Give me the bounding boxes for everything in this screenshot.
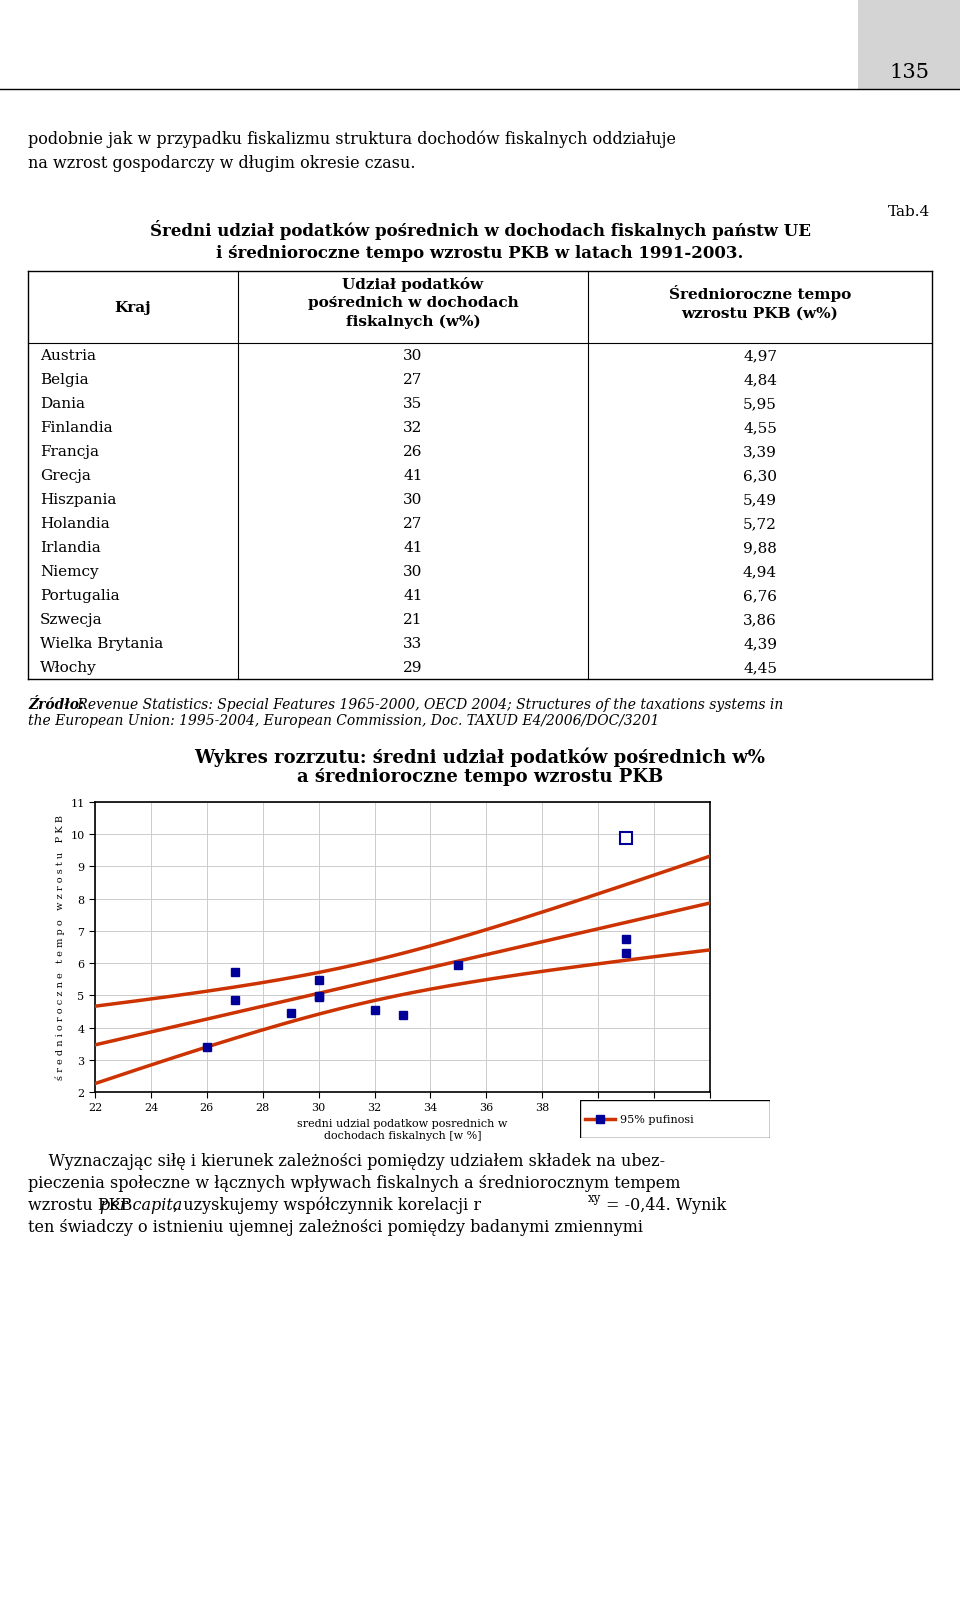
Text: 3,39: 3,39 bbox=[743, 445, 777, 458]
Text: Szwecja: Szwecja bbox=[40, 613, 103, 626]
Text: Wykres rozrzutu: średni udział podatków pośrednich w%: Wykres rozrzutu: średni udział podatków … bbox=[195, 747, 765, 767]
Text: 5,49: 5,49 bbox=[743, 492, 777, 507]
Text: Udział podatków
pośrednich w dochodach
fiskalnych (w%): Udział podatków pośrednich w dochodach f… bbox=[307, 276, 518, 329]
Text: 30: 30 bbox=[403, 565, 422, 579]
Text: 95% pufinosi: 95% pufinosi bbox=[620, 1114, 694, 1125]
Text: a średnioroczne tempo wzrostu PKB: a średnioroczne tempo wzrostu PKB bbox=[297, 768, 663, 786]
Text: 29: 29 bbox=[403, 660, 422, 675]
Text: podobnie jak w przypadku fiskalizmu struktura dochodów fiskalnych oddziałuje: podobnie jak w przypadku fiskalizmu stru… bbox=[28, 129, 676, 147]
Text: 27: 27 bbox=[403, 373, 422, 387]
Text: 27: 27 bbox=[403, 516, 422, 531]
Text: 6,76: 6,76 bbox=[743, 589, 777, 602]
Y-axis label: ś r e d n i o r o c z n e   t e m p o   w z r o s t u   P K B: ś r e d n i o r o c z n e t e m p o w z … bbox=[55, 815, 64, 1080]
Text: 32: 32 bbox=[403, 421, 422, 434]
Text: pieczenia społeczne w łącznych wpływach fiskalnych a średniorocznym tempem: pieczenia społeczne w łącznych wpływach … bbox=[28, 1175, 681, 1191]
Text: 21: 21 bbox=[403, 613, 422, 626]
Text: Włochy: Włochy bbox=[40, 660, 97, 675]
Text: per capita: per capita bbox=[100, 1196, 182, 1214]
Text: wzrostu PKB: wzrostu PKB bbox=[28, 1196, 137, 1214]
Text: na wzrost gospodarczy w długim okresie czasu.: na wzrost gospodarczy w długim okresie c… bbox=[28, 155, 416, 173]
Text: Revenue Statistics: Special Features 1965-2000, OECD 2004; Structures of the tax: Revenue Statistics: Special Features 196… bbox=[73, 697, 783, 712]
Text: 41: 41 bbox=[403, 589, 422, 602]
Text: i średnioroczne tempo wzrostu PKB w latach 1991-2003.: i średnioroczne tempo wzrostu PKB w lata… bbox=[216, 245, 744, 261]
Bar bbox=[858, 0, 960, 90]
Text: Irlandia: Irlandia bbox=[40, 541, 101, 555]
Text: xy: xy bbox=[588, 1191, 601, 1204]
Text: 135: 135 bbox=[889, 63, 929, 81]
Text: 35: 35 bbox=[403, 397, 422, 410]
Text: Tab.4: Tab.4 bbox=[888, 205, 930, 220]
Text: Finlandia: Finlandia bbox=[40, 421, 112, 434]
X-axis label: sredni udzial podatkow posrednich w
dochodach fiskalnych [w %]: sredni udzial podatkow posrednich w doch… bbox=[298, 1119, 508, 1139]
Text: = -0,44. Wynik: = -0,44. Wynik bbox=[606, 1196, 727, 1214]
Text: Austria: Austria bbox=[40, 349, 96, 363]
Text: 4,84: 4,84 bbox=[743, 373, 777, 387]
Text: 5,95: 5,95 bbox=[743, 397, 777, 410]
Text: Wyznaczając siłę i kierunek zależności pomiędzy udziałem składek na ubez-: Wyznaczając siłę i kierunek zależności p… bbox=[28, 1152, 665, 1169]
Text: 4,94: 4,94 bbox=[743, 565, 777, 579]
Text: 26: 26 bbox=[403, 445, 422, 458]
Text: 33: 33 bbox=[403, 636, 422, 650]
Text: Francja: Francja bbox=[40, 445, 99, 458]
Text: 6,30: 6,30 bbox=[743, 468, 777, 483]
Text: Dania: Dania bbox=[40, 397, 85, 410]
Text: the European Union: 1995-2004, European Commission, Doc. TAXUD E4/2006/DOC/3201: the European Union: 1995-2004, European … bbox=[28, 713, 660, 728]
Text: 4,45: 4,45 bbox=[743, 660, 777, 675]
Text: 41: 41 bbox=[403, 468, 422, 483]
Text: 3,86: 3,86 bbox=[743, 613, 777, 626]
Text: 4,97: 4,97 bbox=[743, 349, 777, 363]
Text: 41: 41 bbox=[403, 541, 422, 555]
Text: 30: 30 bbox=[403, 492, 422, 507]
Text: Portugalia: Portugalia bbox=[40, 589, 120, 602]
Text: Belgia: Belgia bbox=[40, 373, 88, 387]
Text: Źródło:: Źródło: bbox=[28, 697, 84, 712]
Text: Niemcy: Niemcy bbox=[40, 565, 99, 579]
Text: Grecja: Grecja bbox=[40, 468, 91, 483]
Text: 9,88: 9,88 bbox=[743, 541, 777, 555]
Text: 4,39: 4,39 bbox=[743, 636, 777, 650]
Text: 30: 30 bbox=[403, 349, 422, 363]
Text: Holandia: Holandia bbox=[40, 516, 109, 531]
Text: 4,55: 4,55 bbox=[743, 421, 777, 434]
Text: Średni udział podatków pośrednich w dochodach fiskalnych państw UE: Średni udział podatków pośrednich w doch… bbox=[150, 220, 810, 240]
Text: 5,72: 5,72 bbox=[743, 516, 777, 531]
Text: Hiszpania: Hiszpania bbox=[40, 492, 116, 507]
Text: Wielka Brytania: Wielka Brytania bbox=[40, 636, 163, 650]
Text: Średnioroczne tempo
wzrostu PKB (w%): Średnioroczne tempo wzrostu PKB (w%) bbox=[669, 286, 852, 321]
Text: ten świadczy o istnieniu ujemnej zależności pomiędzy badanymi zmiennymi: ten świadczy o istnieniu ujemnej zależno… bbox=[28, 1219, 643, 1235]
Text: , uzyskujemy współczynnik korelacji r: , uzyskujemy współczynnik korelacji r bbox=[173, 1196, 481, 1214]
Text: Kraj: Kraj bbox=[114, 300, 152, 315]
